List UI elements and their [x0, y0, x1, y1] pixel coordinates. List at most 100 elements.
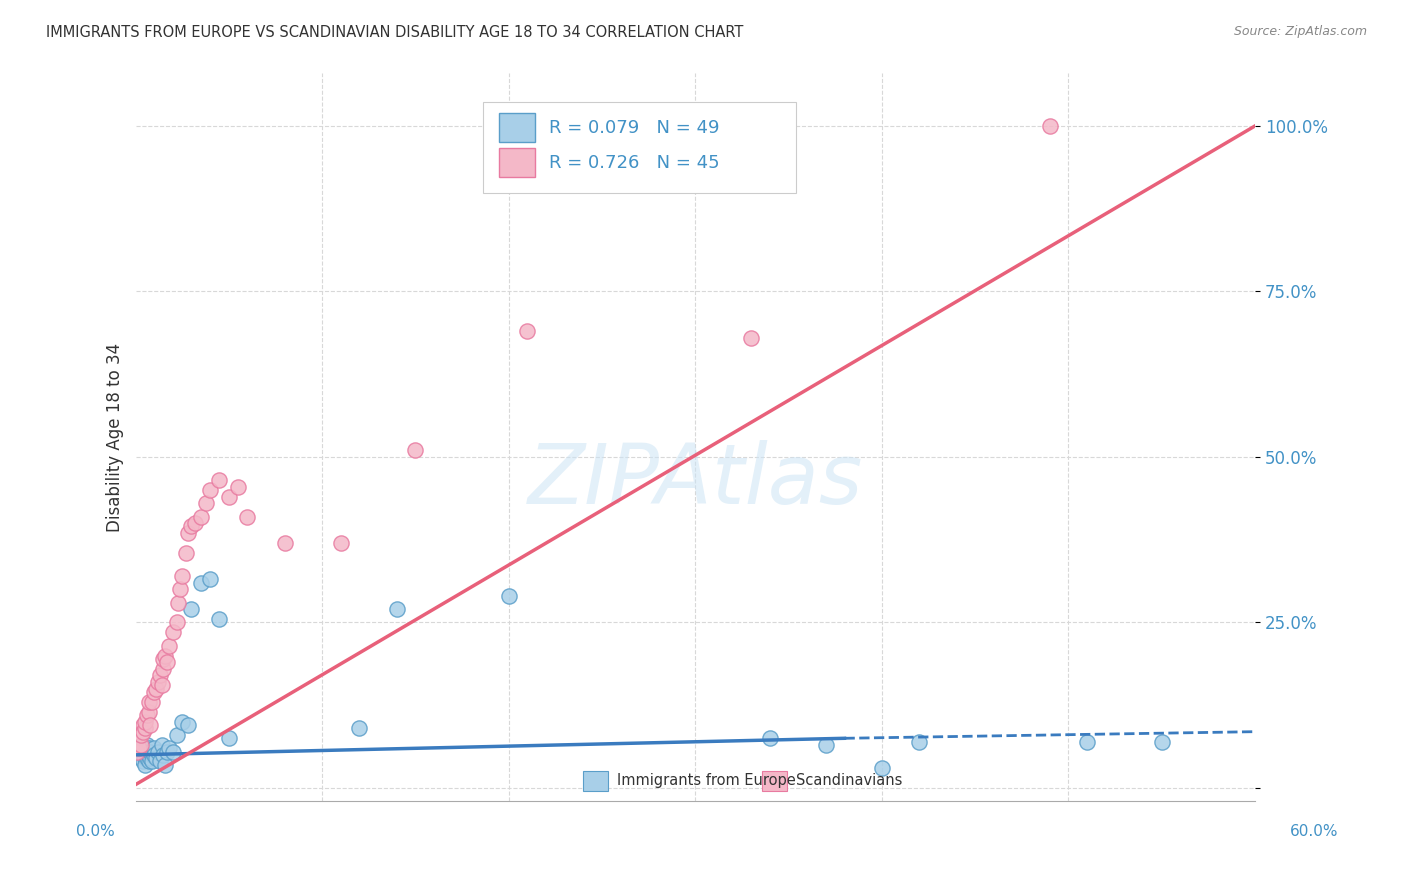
- Point: [138, 755, 160, 769]
- Point: [149, 668, 172, 682]
- Point: [129, 751, 152, 765]
- Point: [135, 708, 157, 723]
- Point: [139, 718, 162, 732]
- Point: [134, 722, 156, 736]
- Bar: [762, 771, 787, 791]
- Point: [166, 615, 188, 630]
- Point: [198, 573, 221, 587]
- Point: [1039, 119, 1062, 133]
- Point: [138, 695, 160, 709]
- Point: [1076, 734, 1098, 748]
- Point: [139, 751, 162, 765]
- Point: [132, 747, 155, 762]
- Point: [138, 741, 160, 756]
- Point: [908, 734, 931, 748]
- Point: [166, 728, 188, 742]
- Text: 60.0%: 60.0%: [1291, 824, 1339, 838]
- Point: [218, 731, 240, 746]
- Point: [149, 755, 172, 769]
- Point: [127, 745, 149, 759]
- Point: [141, 747, 163, 762]
- Point: [128, 741, 150, 756]
- Point: [132, 741, 155, 756]
- Point: [349, 722, 371, 736]
- Point: [169, 582, 191, 597]
- Text: Source: ZipAtlas.com: Source: ZipAtlas.com: [1233, 25, 1367, 38]
- Point: [329, 536, 352, 550]
- Point: [404, 443, 426, 458]
- Bar: [583, 771, 607, 791]
- Point: [208, 612, 231, 626]
- FancyBboxPatch shape: [482, 102, 796, 194]
- Point: [172, 714, 194, 729]
- Point: [218, 490, 240, 504]
- Point: [162, 745, 184, 759]
- Point: [150, 678, 173, 692]
- Bar: [499, 148, 536, 178]
- Point: [146, 675, 169, 690]
- Text: IMMIGRANTS FROM EUROPE VS SCANDINAVIAN DISABILITY AGE 18 TO 34 CORRELATION CHART: IMMIGRANTS FROM EUROPE VS SCANDINAVIAN D…: [46, 25, 744, 40]
- Point: [135, 738, 157, 752]
- Text: 0.0%: 0.0%: [76, 824, 115, 838]
- Point: [870, 761, 893, 775]
- Point: [516, 324, 538, 338]
- Point: [198, 483, 221, 497]
- Point: [740, 331, 762, 345]
- Point: [190, 509, 212, 524]
- Point: [141, 695, 163, 709]
- Point: [236, 509, 259, 524]
- Point: [385, 602, 408, 616]
- Point: [150, 738, 173, 752]
- Y-axis label: Disability Age 18 to 34: Disability Age 18 to 34: [107, 343, 124, 532]
- Point: [135, 745, 157, 759]
- Point: [128, 747, 150, 762]
- Point: [155, 757, 177, 772]
- Point: [134, 714, 156, 729]
- Point: [184, 516, 207, 530]
- Point: [135, 751, 157, 765]
- Text: R = 0.079   N = 49: R = 0.079 N = 49: [548, 119, 718, 136]
- Point: [132, 724, 155, 739]
- Point: [152, 662, 174, 676]
- Point: [174, 546, 197, 560]
- Point: [134, 757, 156, 772]
- Point: [167, 596, 190, 610]
- Point: [145, 751, 167, 765]
- Point: [177, 718, 200, 732]
- Point: [156, 745, 179, 759]
- Point: [180, 519, 202, 533]
- Point: [146, 745, 169, 759]
- Point: [152, 747, 174, 762]
- Point: [155, 648, 177, 663]
- Point: [195, 496, 218, 510]
- Point: [145, 681, 167, 696]
- Text: Scandinavians: Scandinavians: [796, 773, 903, 789]
- Point: [128, 741, 150, 756]
- Point: [814, 738, 837, 752]
- Point: [138, 747, 160, 762]
- Point: [129, 745, 152, 759]
- Point: [138, 705, 160, 719]
- Point: [190, 575, 212, 590]
- Point: [498, 589, 520, 603]
- Text: R = 0.726   N = 45: R = 0.726 N = 45: [548, 153, 720, 171]
- Point: [143, 685, 166, 699]
- Point: [132, 718, 155, 732]
- Point: [152, 652, 174, 666]
- Point: [274, 536, 297, 550]
- Point: [172, 569, 194, 583]
- Point: [143, 741, 166, 756]
- Point: [143, 747, 166, 762]
- Point: [141, 755, 163, 769]
- Point: [134, 751, 156, 765]
- Point: [129, 738, 152, 752]
- Bar: [499, 113, 536, 142]
- Point: [1150, 734, 1173, 748]
- Point: [139, 745, 162, 759]
- Point: [132, 755, 155, 769]
- Point: [157, 741, 180, 756]
- Point: [129, 728, 152, 742]
- Point: [162, 625, 184, 640]
- Point: [226, 480, 249, 494]
- Text: Immigrants from Europe: Immigrants from Europe: [617, 773, 796, 789]
